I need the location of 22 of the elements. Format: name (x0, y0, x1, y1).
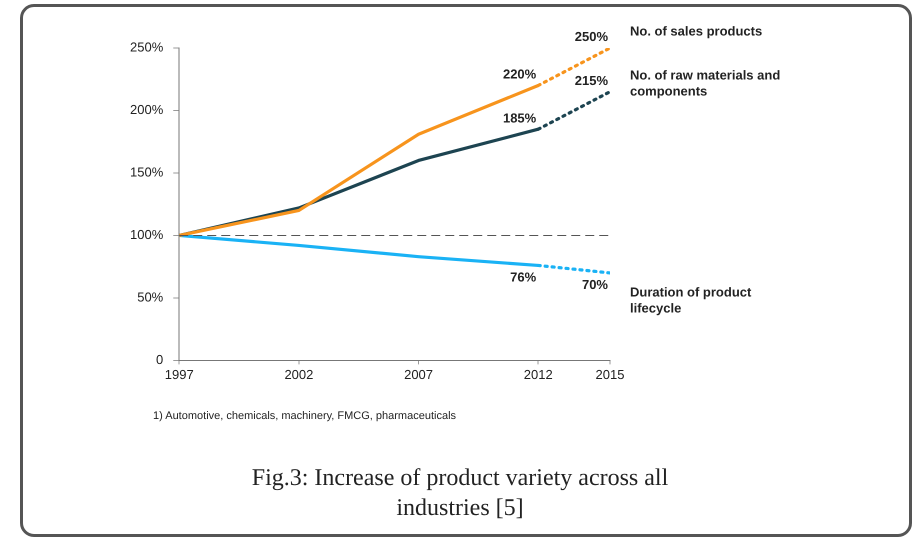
x-tick-label: 2012 (524, 366, 553, 382)
y-tick-label: 50% (137, 290, 164, 304)
data-label: 220% (502, 66, 537, 82)
data-label: 76% (510, 270, 537, 285)
series-label: No. of raw materials and components (630, 67, 780, 98)
text: Fig.3: Increase of product variety across all industries [5] (250, 464, 670, 523)
data-label: 185% (502, 110, 537, 126)
data-label: 250% (574, 29, 608, 44)
y-tick-label: 250% (130, 40, 164, 55)
data-label: 70% (582, 277, 608, 292)
y-tick-label: 100% (130, 227, 164, 242)
x-tick-label: 2002 (284, 366, 314, 382)
y-tick-label: 0 (156, 352, 164, 367)
x-tick-label: 1997 (164, 366, 194, 382)
y-tick-label: 200% (130, 102, 164, 118)
y-tick-label: 150% (130, 164, 164, 180)
series-label: No. of sales products (630, 24, 762, 39)
series-label: Duration of product lifecycle (630, 284, 752, 316)
data-label: 215% (574, 72, 608, 88)
x-tick-label: 2007 (404, 366, 434, 382)
x-tick-label: 2015 (596, 366, 624, 382)
text: 1) Automotive, chemicals, machinery, FMCG, pharmaceuticals (153, 410, 456, 422)
